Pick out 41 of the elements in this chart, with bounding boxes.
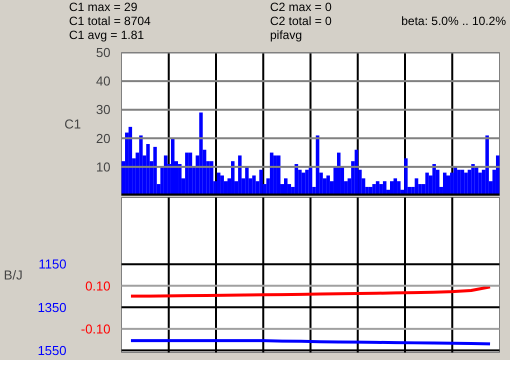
text: C1 avg = 1.81 [69, 28, 144, 42]
y-axis-title: C1 [64, 116, 82, 132]
bar [457, 170, 461, 196]
bar [188, 152, 192, 196]
bar [128, 126, 132, 196]
bar [425, 172, 429, 196]
y2-tick-label: 0.10 [85, 278, 111, 294]
bar [146, 144, 150, 196]
bar [185, 152, 189, 196]
y-tick-label: 40 [96, 74, 111, 89]
bar [308, 166, 312, 196]
text: C2 total = 0 [270, 14, 332, 28]
bar [336, 152, 341, 196]
y-tick-label: 20 [96, 130, 111, 146]
bar [354, 150, 358, 196]
text: C1 max = 29 [69, 0, 138, 14]
y2-tick-label: -0.10 [80, 321, 111, 336]
y-axis-title: B/J [4, 268, 23, 282]
y-tick-label: 1150 [38, 256, 67, 272]
y-tick-label: 30 [96, 102, 111, 118]
line-series [129, 285, 492, 298]
bar [302, 172, 306, 196]
text: pifavg [270, 28, 302, 42]
y-tick-label: 1350 [38, 300, 66, 315]
bar [259, 170, 263, 196]
bar [305, 170, 309, 196]
y-tick-label: 10 [96, 159, 111, 174]
text: C1 total = 8704 [69, 14, 151, 28]
bar [442, 172, 447, 196]
y-tick-label: 1550 [38, 342, 66, 358]
bar [199, 112, 203, 196]
bar [471, 164, 475, 196]
text: beta: 5.0% .. 10.2% [401, 14, 506, 28]
bar [216, 172, 220, 196]
bar [153, 146, 157, 196]
bar [270, 152, 274, 196]
bar [464, 172, 468, 196]
text: C2 max = 0 [270, 0, 332, 14]
bar [170, 138, 174, 196]
y-tick-label: 50 [96, 45, 111, 60]
bar [460, 170, 464, 196]
